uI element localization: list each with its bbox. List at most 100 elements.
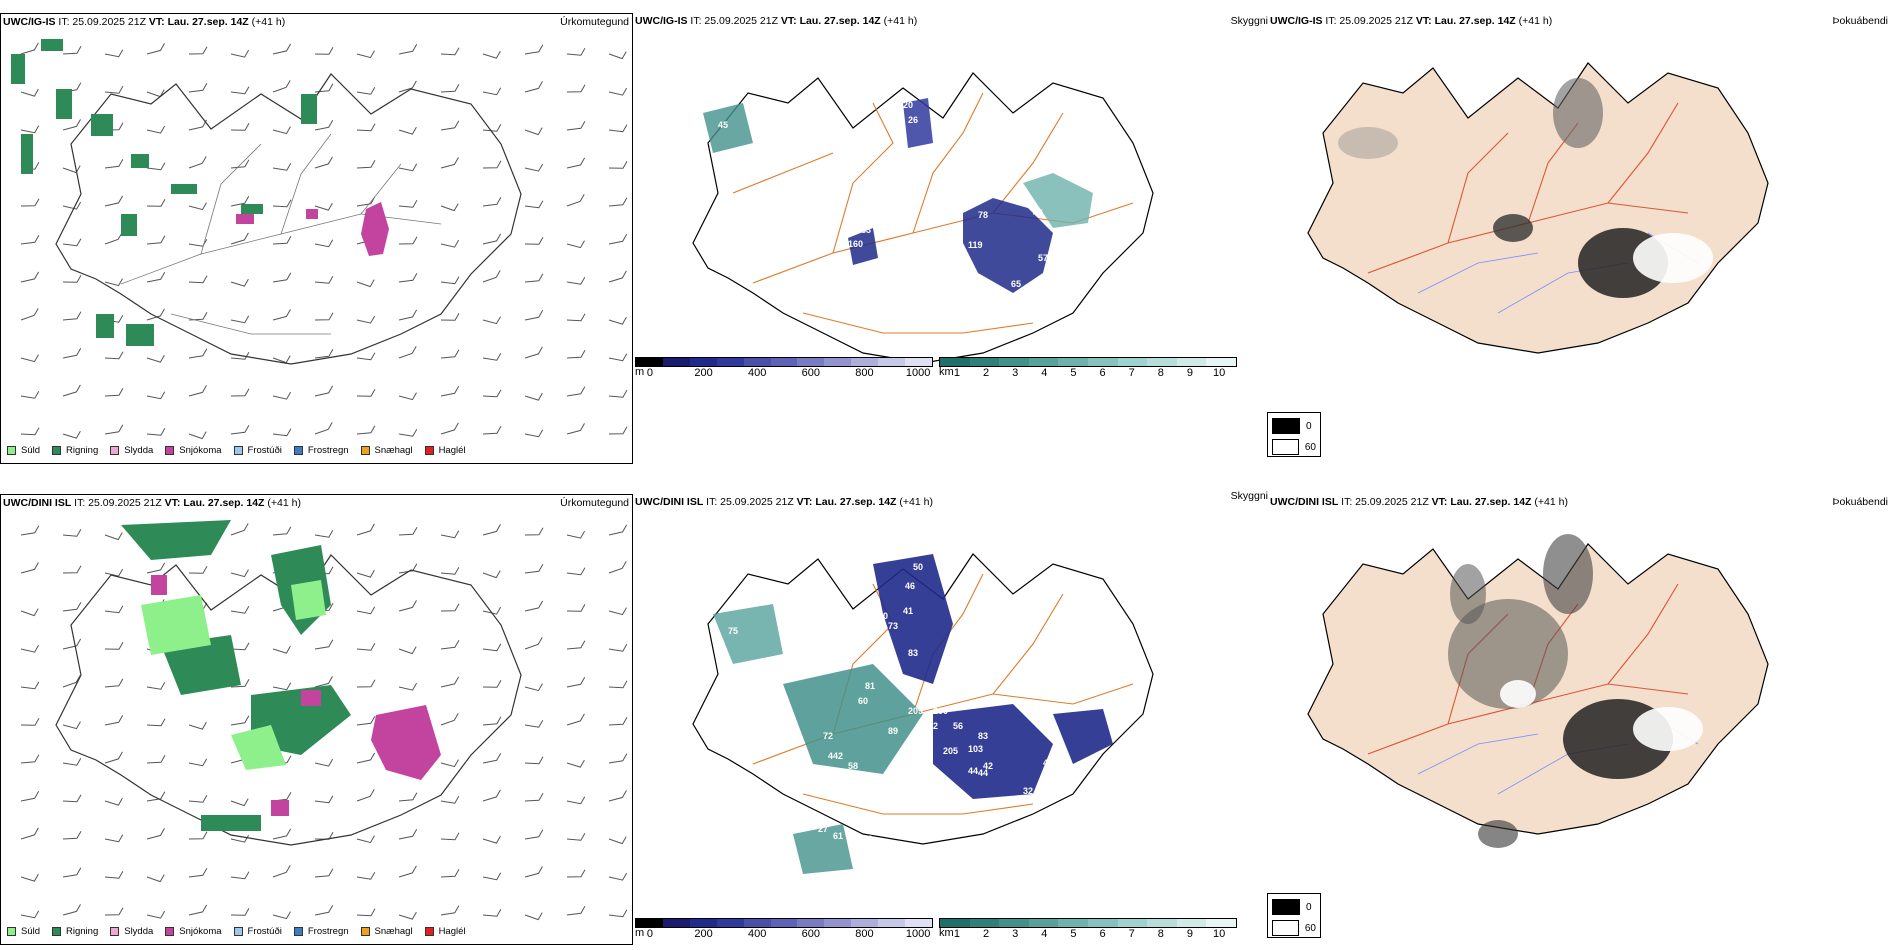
colorbar-tick-label: 0 <box>646 928 653 940</box>
precip-map-bottom <box>20 520 628 921</box>
wind-barb <box>482 270 501 283</box>
wind-barb <box>566 713 585 726</box>
visibility-value-label: 103 <box>968 744 983 754</box>
visibility-value-label: 58 <box>848 761 858 771</box>
init-time: IT: 25.09.2025 21Z <box>1325 15 1413 27</box>
wind-barb <box>482 160 502 169</box>
wind-barb <box>272 792 292 802</box>
wind-barb <box>524 392 543 401</box>
wind-barb <box>566 350 586 359</box>
wind-barb <box>482 835 501 844</box>
wind-barb <box>314 758 334 767</box>
colorbar-cell <box>1206 919 1236 927</box>
panel-header: UWC/DINI ISL IT: 25.09.2025 21Z VT: Lau.… <box>1270 496 1568 508</box>
wind-barb <box>62 46 82 55</box>
wind-barb <box>356 279 375 288</box>
wind-barb <box>104 568 124 577</box>
fog-map-bottom <box>1307 534 1769 848</box>
visibility-value-label: 83 <box>861 225 871 235</box>
wind-barb <box>314 422 333 435</box>
height-colorbar: 0 200 400 600 800 1000 m <box>635 918 933 942</box>
colorbar-cell <box>1028 358 1059 366</box>
wind-barb <box>440 905 460 916</box>
wind-barb <box>482 643 502 652</box>
wind-barb <box>524 127 543 136</box>
wind-barb <box>314 275 334 284</box>
visibility-value-label: 75 <box>728 626 738 636</box>
legend-item: Frostregn <box>293 926 349 937</box>
legend-item: Slydda <box>110 926 153 937</box>
panel-header: UWC/DINI ISL IT: 25.09.2025 21Z VT: Lau.… <box>3 497 301 509</box>
visibility-value-label: 57 <box>1038 253 1048 263</box>
lead-time: (+41 h) <box>267 497 301 509</box>
wind-barb <box>62 638 82 650</box>
visibility-value-label: 83 <box>908 648 918 658</box>
wind-barb <box>188 904 208 916</box>
wind-barb <box>104 641 124 650</box>
wind-barb <box>20 235 40 245</box>
wind-barb <box>398 865 417 878</box>
wind-barb <box>482 570 501 579</box>
legend-swatch <box>52 927 62 936</box>
wind-barb <box>440 530 460 539</box>
visibility-value-label: 90 <box>878 611 888 621</box>
precip-type-panel-top: UWC/IG-IS IT: 25.09.2025 21Z VT: Lau. 27… <box>0 13 633 464</box>
visibility-value-label: 20 <box>903 100 913 110</box>
wind-barb <box>356 908 376 917</box>
legend-item: Haglél <box>424 445 466 456</box>
wind-barb <box>188 385 207 397</box>
wind-barb <box>20 198 40 207</box>
wind-barb <box>608 717 628 726</box>
colorbar-cell <box>999 358 1029 366</box>
wind-barb <box>272 865 291 878</box>
visibility-value-label: 209 <box>908 706 923 716</box>
wind-barb <box>356 679 376 688</box>
panel-header: UWC/DINI ISL IT: 25.09.2025 21Z VT: Lau.… <box>635 496 933 508</box>
colorbar-cell <box>743 358 771 366</box>
wind-barb <box>356 86 376 95</box>
wind-barb <box>188 202 207 211</box>
wind-barb <box>398 309 418 321</box>
wind-barb <box>482 316 501 325</box>
visibility-value-label: 26 <box>908 115 918 125</box>
wind-barb <box>398 527 418 536</box>
wind-barb <box>440 239 460 248</box>
wind-barb <box>230 232 249 245</box>
colorbar-tick-label: 1 <box>953 928 960 940</box>
wind-barb <box>20 644 40 653</box>
wind-barb <box>566 640 586 650</box>
visibility-value-label: 442 <box>828 751 843 761</box>
wind-barb <box>566 240 585 249</box>
visibility-value-label: 41 <box>838 235 848 245</box>
model-name: UWC/DINI ISL <box>1270 496 1339 508</box>
init-time: IT: 25.09.2025 21Z <box>706 496 794 508</box>
wind-barb <box>188 275 208 284</box>
colorbar-unit: m <box>635 927 645 939</box>
wind-barb <box>524 429 544 438</box>
wind-barb <box>104 751 123 764</box>
wind-barb <box>608 607 627 616</box>
wind-barb <box>608 353 628 362</box>
colorbar-unit: km <box>939 927 954 939</box>
colorbar-cell <box>770 919 798 927</box>
precip-map-top <box>11 39 628 440</box>
visibility-value-label: 61 <box>833 831 843 841</box>
wind-barb <box>440 795 460 804</box>
snow-areas <box>236 202 389 256</box>
wind-barb <box>188 156 207 169</box>
wind-barb <box>104 388 124 397</box>
wind-barb <box>146 162 166 171</box>
wind-barb <box>566 313 586 322</box>
colorbar-cells <box>939 357 1237 367</box>
wind-barb <box>20 717 40 726</box>
wind-barb <box>314 120 334 131</box>
wind-barb <box>230 159 250 169</box>
wind-barb <box>440 566 460 575</box>
valid-time: Lau. 27.sep. 14Z <box>1450 496 1532 508</box>
panel-title: Þokuábendi <box>1832 15 1888 27</box>
wind-barb <box>314 156 333 169</box>
legend-item: Súld <box>7 926 40 937</box>
wind-barb <box>272 828 292 840</box>
wind-barb <box>524 236 544 245</box>
wind-barb <box>356 835 375 844</box>
